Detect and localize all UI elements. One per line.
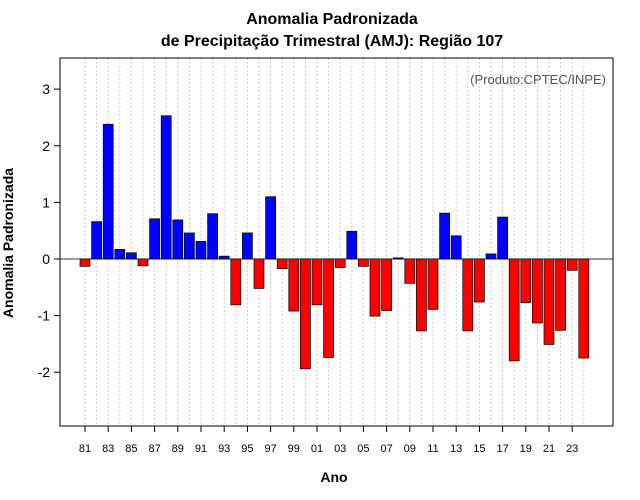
x-tick-label: 19 <box>520 443 532 455</box>
bar <box>79 258 91 267</box>
source-annotation: (Produto:CPTEC/INPE) <box>470 72 606 87</box>
y-tick-label: 0 <box>42 251 50 267</box>
bar <box>334 258 346 268</box>
bar <box>149 218 160 260</box>
x-tick-label: 99 <box>288 443 300 455</box>
bar <box>358 258 369 267</box>
bar <box>416 258 427 332</box>
x-tick-label: 15 <box>473 443 485 455</box>
x-tick-label: 23 <box>566 443 578 455</box>
bar <box>427 258 439 310</box>
x-tick-label: 05 <box>357 443 369 455</box>
bar <box>91 221 102 260</box>
bar <box>346 230 358 260</box>
bar <box>439 212 450 260</box>
x-tick-label: 93 <box>218 443 230 455</box>
x-tick-label: 81 <box>79 443 91 455</box>
x-tick-label: 07 <box>380 443 392 455</box>
bar <box>532 258 543 324</box>
bar <box>450 235 462 260</box>
bar <box>137 258 149 267</box>
bar <box>172 219 184 260</box>
bar <box>300 258 311 370</box>
bars <box>79 115 590 370</box>
chart-subtitle: de Precipitação Trimestral (AMJ): Região… <box>161 33 503 50</box>
bar <box>462 258 474 332</box>
x-tick-label: 09 <box>404 443 416 455</box>
bar <box>218 255 230 260</box>
plot-frame <box>59 57 614 427</box>
bar <box>102 123 114 260</box>
bar <box>392 257 404 260</box>
y-tick-label: -1 <box>38 308 51 324</box>
bar <box>265 196 276 260</box>
x-tick-label: 03 <box>334 443 346 455</box>
y-tick-label: -2 <box>38 364 51 380</box>
y-axis-label: Anomalia Padronizada <box>0 168 16 318</box>
x-tick-label: 21 <box>543 443 555 455</box>
bar <box>404 258 416 284</box>
bar <box>288 258 300 312</box>
bar <box>485 253 497 260</box>
bar <box>543 258 555 345</box>
bar <box>195 241 207 260</box>
bar <box>474 258 485 303</box>
x-tick-label: 13 <box>450 443 462 455</box>
bar <box>555 258 566 331</box>
bar <box>114 249 126 260</box>
x-tick-label: 95 <box>241 443 253 455</box>
bar <box>184 232 195 260</box>
bar <box>369 258 381 317</box>
bar <box>381 258 392 311</box>
y-tick-label: 2 <box>42 138 50 154</box>
bar <box>160 115 172 260</box>
x-tick-label: 89 <box>172 443 184 455</box>
y-tick-label: 1 <box>42 194 50 210</box>
x-tick-label: 17 <box>496 443 508 455</box>
y-axis: -2 -1 0 1 2 3 <box>38 81 60 380</box>
bar <box>311 258 323 306</box>
bar <box>578 258 590 359</box>
x-tick-label: 91 <box>195 443 207 455</box>
y-tick-label: 3 <box>42 81 50 97</box>
x-axis-label: Ano <box>320 469 347 485</box>
bar <box>508 258 520 362</box>
bar <box>520 258 532 303</box>
x-tick-label: 97 <box>264 443 276 455</box>
x-tick-label: 01 <box>311 443 323 455</box>
bar <box>323 258 334 358</box>
bar <box>276 258 288 269</box>
bar <box>207 213 218 260</box>
chart-title: Anomalia Padronizada <box>246 11 418 28</box>
bar <box>497 216 508 260</box>
bar <box>230 258 242 306</box>
x-tick-label: 11 <box>427 443 438 455</box>
bar <box>566 258 578 271</box>
bar <box>253 258 265 289</box>
x-axis: 81 83 85 87 89 91 93 95 97 99 01 03 05 07 09 11 13 15 17 19… <box>79 426 578 455</box>
x-tick-label: 85 <box>125 443 137 455</box>
x-tick-label: 83 <box>102 443 114 455</box>
bar <box>126 252 137 260</box>
x-tick-label: 87 <box>148 443 160 455</box>
bar <box>242 232 253 260</box>
